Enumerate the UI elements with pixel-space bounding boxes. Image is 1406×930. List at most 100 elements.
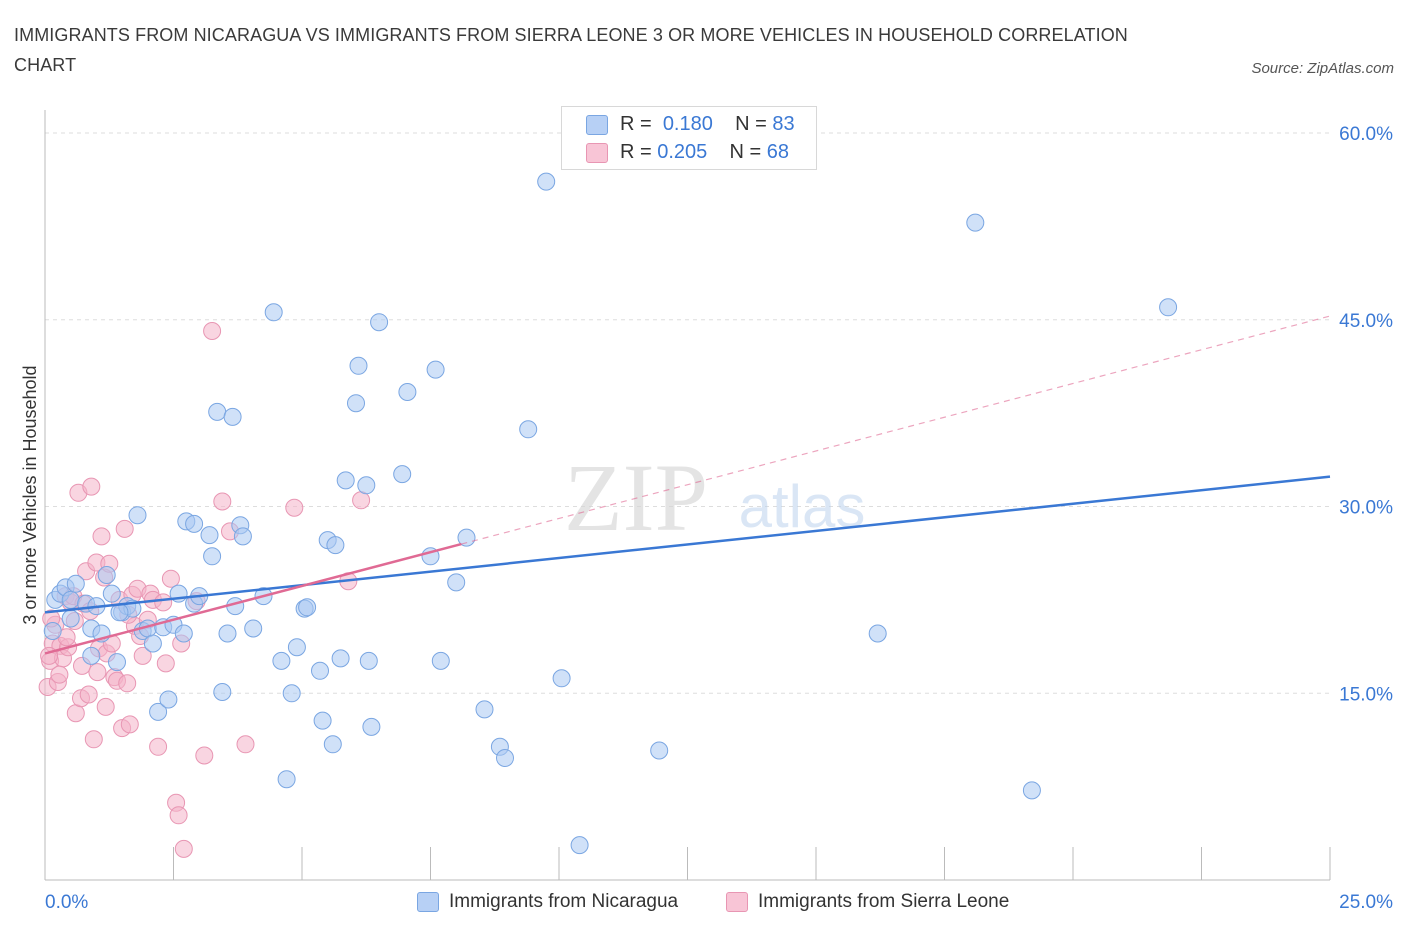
nicaragua-point [233,527,252,546]
stats-row-nicaragua: R = 0.180 N = 83 [562,111,816,137]
tick-labels: 15.0% 30.0% 45.0% 60.0% 0.0% 25.0% [45,124,1393,913]
sierra-leone-point [169,806,188,825]
nicaragua-point [347,394,365,413]
nicaragua-point [82,646,101,665]
nicaragua-point [311,661,329,680]
sierra-leone-point [118,674,137,693]
nicaragua-point [357,476,376,495]
nicaragua-swatch [586,115,608,135]
nicaragua-point [159,690,178,709]
nicaragua-point [519,420,538,439]
sierra-leone-point [195,746,214,765]
nicaragua-point [431,651,450,670]
nicaragua-point [128,506,147,525]
nicaragua-point [174,624,193,643]
n-value: 68 [766,141,790,163]
watermark: ZIP atlas [564,444,865,551]
legend-swatch-nicaragua [417,892,439,912]
sierra-leone-trend-extension [461,315,1331,545]
sierra-leone-point [203,322,222,340]
x-tick-label: 25.0% [1339,892,1393,913]
nicaragua-point [66,574,85,593]
sierra-leone-point [352,491,371,510]
sierra-leone-point [236,735,255,754]
nicaragua-point [108,653,126,672]
sierra-leone-point [50,665,69,684]
nicaragua-point [244,619,263,638]
legend-label-nicaragua: Immigrants from Nicaragua [449,891,679,912]
y-axis-label: 3 or more Vehicles in Household [20,365,40,624]
nicaragua-point [362,717,381,736]
n-value: 83 [772,113,795,135]
nicaragua-point [287,638,306,657]
sierra-leone-point [92,527,111,546]
nicaragua-point [208,402,227,421]
nicaragua-point [370,313,389,332]
nicaragua-point [110,603,129,622]
source-label: Source: ZipAtlas.com [1251,60,1394,77]
sierra-leone-point [66,704,85,723]
nicaragua-point [277,770,296,789]
nicaragua-point [149,702,168,721]
nicaragua-point [143,634,162,653]
nicaragua-point [1159,298,1178,317]
axes [44,110,1331,881]
sierra-leone-point [285,498,304,517]
nicaragua-point [496,749,514,767]
sierra-leone-point [82,477,101,496]
nicaragua-point [349,356,368,375]
sierra-leone-point [133,646,152,665]
nicaragua-point [218,624,237,643]
sierra-leone-point [149,737,168,756]
nicaragua-point [213,683,232,701]
nicaragua-point [966,213,985,232]
y-tick-label: 15.0% [1339,684,1393,705]
y-tick-label: 60.0% [1339,124,1393,145]
chart-title: IMMIGRANTS FROM NICARAGUA VS IMMIGRANTS … [14,25,1128,75]
stats-legend: R = 0.180 N = 83 R = 0.205 N = 68 [561,106,817,170]
sierra-leone-point [161,569,180,588]
nicaragua-point [323,735,342,754]
legend-label-sierra-leone: Immigrants from Sierra Leone [758,891,1010,912]
nicaragua-point [650,741,669,760]
nicaragua-point [313,711,332,730]
legend-swatch-sierra-leone [726,892,748,912]
sierra-leone-point [120,715,139,734]
y-tick-label: 30.0% [1339,498,1393,519]
nicaragua-point [264,303,283,322]
sierra-leone-trend-line [44,542,462,655]
x-tick-label: 0.0% [45,892,88,913]
nicaragua-point [200,526,219,545]
sierra-leone-point [96,697,115,716]
y-tick-label: 45.0% [1339,311,1393,332]
trend-lines [44,315,1331,655]
nicaragua-point [398,383,417,401]
r-value: 0.205 [657,141,708,163]
watermark-atlas: atlas [739,473,866,540]
sierra-leone-point [84,730,103,749]
nicaragua-point [868,624,887,643]
nicaragua-point [43,622,62,640]
nicaragua-point [203,547,222,566]
nicaragua-point [447,573,466,592]
sierra-leone-point [88,663,107,682]
nicaragua-point [457,528,476,547]
nicaragua-point [61,609,80,628]
nicaragua-point [393,465,412,484]
nicaragua-point [326,536,345,555]
nicaragua-point [272,651,291,670]
sierra-leone-point [213,492,232,511]
nicaragua-point [570,836,589,855]
nicaragua-points [43,172,1178,855]
nicaragua-point [475,700,494,719]
series-legend: Immigrants from Nicaragua Immigrants fro… [0,888,1406,916]
sierra-leone-point [154,593,173,612]
nicaragua-point [298,598,317,617]
sierra-leone-point [115,519,134,538]
nicaragua-point [1022,781,1041,800]
stats-row-sierra-leone: R = 0.205 N = 68 [562,139,816,165]
nicaragua-point [552,669,571,688]
sierra-leone-point [174,839,193,858]
nicaragua-trend-line [44,475,1331,614]
